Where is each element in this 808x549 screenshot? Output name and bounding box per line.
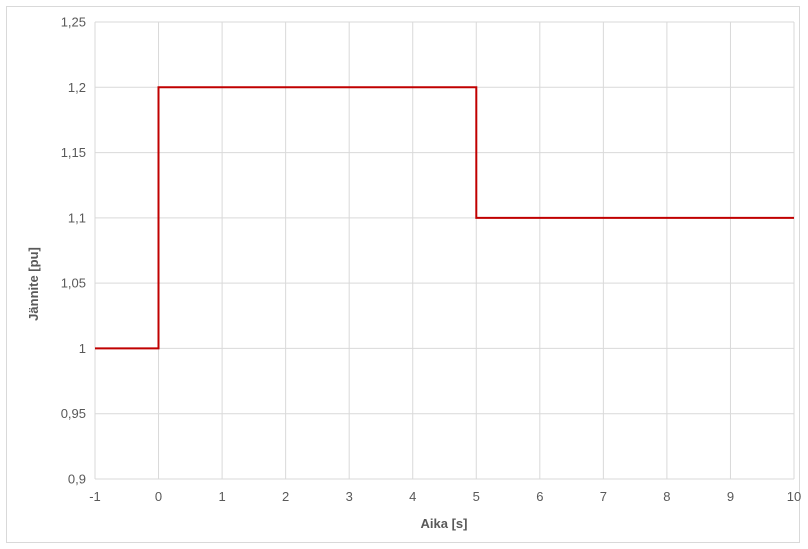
- x-tick-label: -1: [89, 489, 101, 504]
- x-tick-label: 0: [155, 489, 162, 504]
- voltage-series-line: [95, 86, 794, 350]
- series-layer: [95, 86, 794, 350]
- x-tick-label: 8: [663, 489, 670, 504]
- x-tick-labels: -1 0 1 2 3 4 5 6 7 8 9 10: [89, 489, 801, 504]
- x-axis-title: Aika [s]: [421, 516, 468, 531]
- x-tick-label: 6: [536, 489, 543, 504]
- x-tick-label: 7: [600, 489, 607, 504]
- y-tick-label: 1,15: [61, 145, 86, 160]
- chart-area: [6, 6, 800, 543]
- y-axis-title: Jännite [pu]: [26, 247, 41, 321]
- y-tick-label: 0,95: [61, 406, 86, 421]
- y-tick-label: 1,25: [61, 15, 86, 30]
- x-tick-label: 4: [409, 489, 416, 504]
- x-tick-label: 2: [282, 489, 289, 504]
- x-tick-label: 10: [787, 489, 801, 504]
- x-tick-label: 5: [473, 489, 480, 504]
- y-tick-labels: 0,9 0,95 1 1,05 1,1 1,15 1,2 1,25: [61, 15, 86, 487]
- y-tick-label: 1,1: [68, 210, 86, 225]
- x-tick-label: 9: [727, 489, 734, 504]
- x-tick-label: 1: [218, 489, 225, 504]
- gridlines: [94, 21, 795, 480]
- x-tick-label: 3: [346, 489, 353, 504]
- y-tick-label: 1,05: [61, 276, 86, 291]
- y-tick-label: 0,9: [68, 472, 86, 487]
- y-tick-label: 1,2: [68, 80, 86, 95]
- y-tick-label: 1: [79, 341, 86, 356]
